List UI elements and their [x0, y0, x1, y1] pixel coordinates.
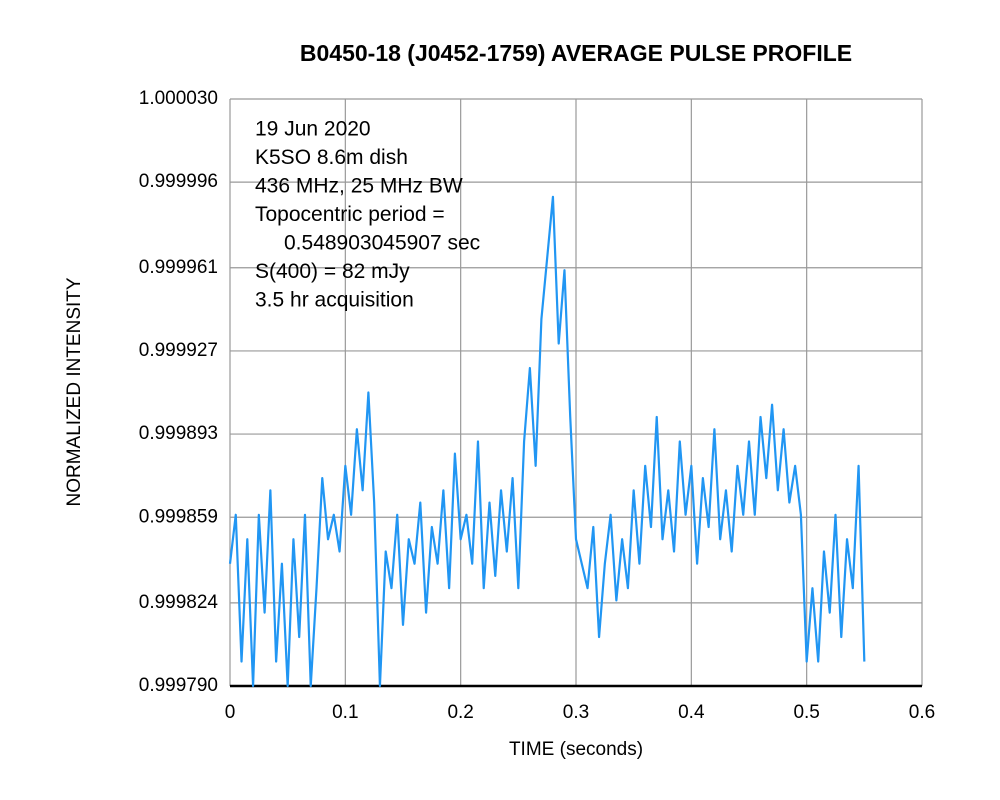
chart-title: B0450-18 (J0452-1759) AVERAGE PULSE PROF… — [300, 40, 852, 66]
x-tick-label: 0.4 — [678, 702, 705, 723]
y-tick-label: 0.999996 — [139, 171, 218, 192]
y-tick-label: 0.999927 — [139, 340, 218, 361]
x-tick-label: 0.1 — [332, 702, 358, 723]
y-tick-label: 0.999824 — [139, 592, 219, 613]
x-tick-label: 0.2 — [447, 702, 473, 723]
y-tick-label: 0.999859 — [139, 506, 218, 527]
x-tick-label: 0 — [225, 702, 236, 723]
data-line — [228, 195, 866, 688]
x-tick-label: 0.5 — [793, 702, 819, 723]
annotation: 436 MHz, 25 MHz BW — [255, 175, 463, 198]
y-tick-label: 1.000030 — [139, 88, 218, 109]
annotation: Topocentric period = — [255, 203, 445, 226]
x-axis-label: TIME (seconds) — [509, 739, 643, 760]
y-tick-label: 0.999790 — [139, 675, 218, 696]
annotation: 3.5 hr acquisition — [255, 289, 414, 312]
annotation: 19 Jun 2020 — [255, 118, 371, 141]
x-tick-label: 0.6 — [909, 702, 935, 723]
y-axis-label: NORMALIZED INTENSITY — [64, 277, 85, 506]
annotation: K5SO 8.6m dish — [255, 146, 408, 169]
y-tick-label: 0.999893 — [139, 423, 218, 444]
x-tick-label: 0.3 — [563, 702, 589, 723]
y-tick-label: 0.999961 — [139, 257, 218, 278]
annotation: 0.548903045907 sec — [284, 232, 480, 255]
annotation: S(400) = 82 mJy — [255, 260, 410, 283]
